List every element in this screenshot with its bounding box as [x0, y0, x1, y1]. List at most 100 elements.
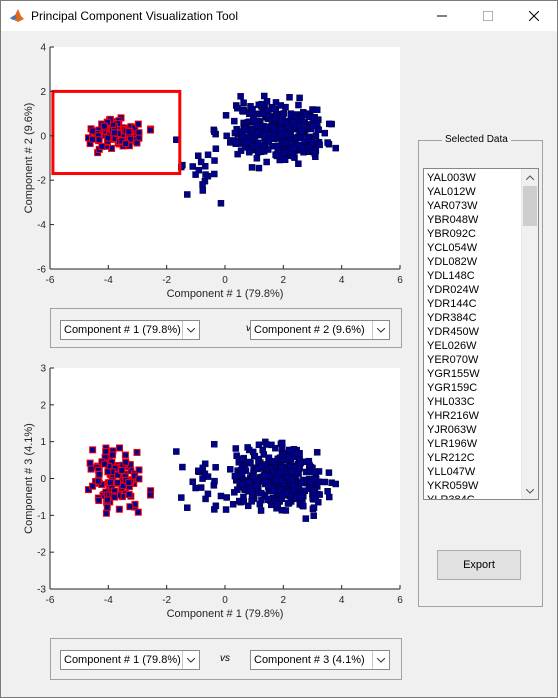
data-point: [125, 491, 133, 499]
list-item[interactable]: YBR092C: [427, 228, 476, 240]
data-point: [278, 463, 285, 471]
data-point: [261, 478, 268, 485]
list-item[interactable]: YHR216W: [427, 410, 479, 422]
data-point: [253, 121, 260, 129]
scroll-up-button[interactable]: [522, 169, 538, 185]
list-item[interactable]: YAL012W: [427, 186, 476, 198]
data-point: [239, 134, 247, 141]
data-point: [86, 459, 94, 467]
selected-data-list[interactable]: YAL003W YAL012W YAR073W YBR048W YBR092C YCL05…: [423, 168, 539, 500]
list-item[interactable]: YAR073W: [427, 200, 478, 212]
x-component-select-1[interactable]: Component # 1 (79.8%): [60, 320, 200, 340]
data-point: [212, 464, 219, 471]
maximize-button[interactable]: [465, 1, 511, 31]
export-button[interactable]: Export: [437, 550, 521, 580]
list-item[interactable]: YEL026W: [427, 340, 477, 352]
data-point: [222, 506, 230, 513]
data-point: [115, 505, 123, 513]
data-point: [254, 129, 262, 137]
list-item[interactable]: YLR212C: [427, 452, 475, 464]
plot1-x-tick-label: -4: [104, 275, 113, 286]
x-component-select-2[interactable]: Component # 1 (79.8%): [60, 650, 200, 670]
data-point: [288, 468, 295, 475]
minimize-icon: [437, 15, 447, 17]
data-point: [306, 113, 313, 120]
data-point: [179, 463, 186, 471]
close-button[interactable]: [511, 1, 557, 31]
data-point: [278, 439, 286, 447]
data-point: [255, 441, 263, 449]
data-point: [284, 123, 291, 131]
list-item[interactable]: YDR144C: [427, 298, 477, 310]
data-point: [102, 447, 110, 455]
x-component-select-1-value: Component # 1 (79.8%): [64, 324, 181, 336]
data-point: [310, 122, 318, 130]
data-point: [300, 502, 307, 510]
list-scrollbar[interactable]: [521, 169, 538, 499]
data-point: [223, 132, 230, 140]
minimize-button[interactable]: [419, 1, 465, 31]
y-component-select-2-value: Component # 3 (4.1%): [254, 654, 365, 666]
list-item[interactable]: YGR155W: [427, 368, 480, 380]
plot2-x-label: Component # 1 (79.8%): [167, 608, 284, 620]
plot2-x-tick-label: 6: [397, 595, 403, 606]
scroll-down-button[interactable]: [522, 483, 538, 499]
data-point: [277, 102, 284, 109]
y-component-select-2[interactable]: Component # 3 (4.1%): [250, 650, 390, 670]
list-item[interactable]: YHL033C: [427, 396, 475, 408]
list-item[interactable]: YAL003W: [427, 172, 476, 184]
data-point: [217, 200, 225, 207]
data-point: [249, 448, 257, 456]
data-point: [298, 127, 305, 135]
plot1-x-tick-label: 2: [281, 275, 287, 286]
list-item[interactable]: YKR059W: [427, 480, 479, 492]
plot2-y-tick-label: 0: [40, 474, 46, 485]
list-item[interactable]: YDR024W: [427, 284, 479, 296]
list-item[interactable]: YDL082W: [427, 256, 478, 268]
data-point: [307, 479, 315, 486]
list-item[interactable]: YJR063W: [427, 424, 477, 436]
data-point: [118, 466, 126, 474]
data-point: [253, 482, 260, 490]
data-point: [244, 502, 252, 510]
list-item[interactable]: YLL047W: [427, 466, 476, 478]
list-item[interactable]: YDL148C: [427, 270, 475, 282]
data-point: [282, 490, 290, 497]
data-point: [231, 489, 238, 496]
data-point: [116, 444, 124, 452]
brush-selection-box[interactable]: [51, 89, 182, 176]
plot2-x-tick-label: 0: [222, 595, 228, 606]
list-item[interactable]: YDR450W: [427, 326, 479, 338]
data-point: [290, 481, 298, 489]
data-point: [249, 117, 257, 125]
data-point: [270, 125, 278, 132]
data-point: [285, 446, 293, 454]
data-point: [227, 466, 234, 473]
list-item[interactable]: YCL054W: [427, 242, 478, 254]
list-item[interactable]: YLR196W: [427, 438, 478, 450]
plot2-y-tick-label: 1: [40, 437, 46, 448]
list-item[interactable]: YER070W: [427, 354, 479, 366]
data-point: [113, 479, 121, 487]
plot1-y-label: Component # 2 (9.6%): [23, 103, 35, 214]
data-point: [240, 99, 247, 106]
y-component-select-1[interactable]: Component # 2 (9.6%): [250, 320, 390, 340]
list-item[interactable]: YBR048W: [427, 214, 479, 226]
chevron-down-icon: [526, 488, 534, 494]
data-point: [237, 147, 245, 154]
plot1-y-tick-label: -4: [37, 220, 46, 231]
data-point: [263, 158, 270, 166]
list-item[interactable]: YLR384C: [427, 494, 475, 500]
data-point: [95, 497, 103, 505]
list-item[interactable]: YGR159C: [427, 382, 478, 394]
data-point: [239, 481, 247, 488]
data-point: [89, 135, 97, 143]
plot2-y-tick-label: -1: [37, 511, 46, 522]
scrollbar-thumb[interactable]: [523, 186, 537, 226]
data-point: [231, 129, 239, 137]
scatter-plot-1[interactable]: -6 -4 -2 0 2 4 6 4 2 0 -2 -4 -6 Component # 1 (79.8%)…: [23, 43, 403, 301]
data-point: [301, 487, 308, 494]
plot1-x-tick-label: -6: [46, 275, 55, 286]
scatter-plot-2[interactable]: -6 -4 -2 0 2 4 6 3 2 1 0 -1 -2 -3 Component # 1 (79.8%…: [23, 364, 403, 621]
list-item[interactable]: YDR384C: [427, 312, 477, 324]
